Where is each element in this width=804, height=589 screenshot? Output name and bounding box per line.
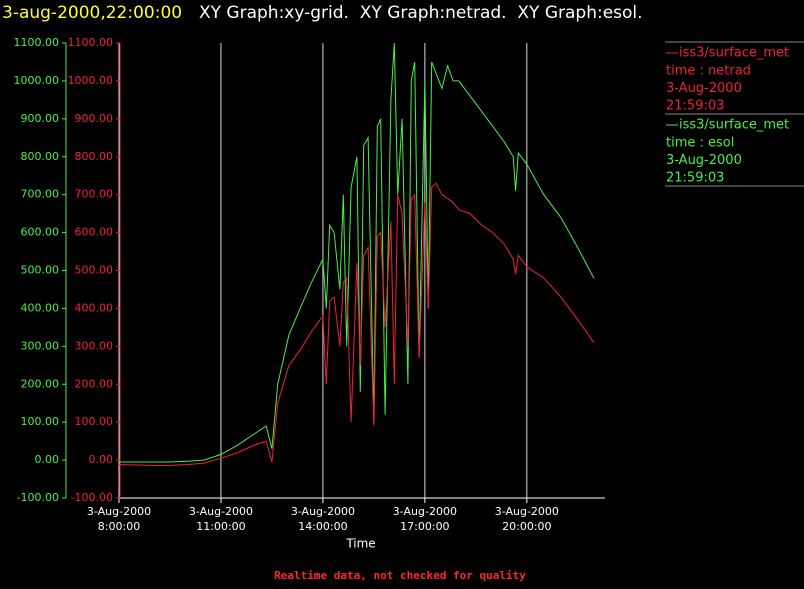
x-tick-label: 8:00:00	[98, 520, 140, 533]
y-tick-label: 200.00	[75, 377, 114, 390]
legend-line: time : netrad	[666, 64, 751, 79]
y-tick-label: 500.00	[75, 264, 114, 277]
y-tick-label: 1000.00	[68, 74, 114, 87]
x-tick-label: 3-Aug-2000	[495, 505, 559, 518]
y-tick-label: 200.00	[21, 377, 60, 390]
series-line	[119, 42, 595, 463]
y-tick-label: 1000.00	[14, 74, 60, 87]
y-tick-label: 900.00	[75, 112, 114, 125]
y-tick-label: 900.00	[21, 112, 60, 125]
legend-entry: iss3/surface_met	[679, 118, 789, 133]
y-tick-label: 0.00	[35, 453, 60, 466]
x-tick-label: 20:00:00	[502, 520, 551, 533]
legend-line: 21:59:03	[666, 99, 724, 114]
series-line	[118, 182, 595, 466]
legend-line: 3-Aug-2000	[666, 153, 742, 168]
y-tick-label: -100.00	[71, 491, 113, 504]
legend-line: time : esol	[666, 136, 734, 151]
y-tick-label: 400.00	[75, 301, 114, 314]
legend-line: 21:59:03	[666, 171, 724, 186]
x-axis-label: Time	[345, 537, 375, 551]
x-tick-label: 11:00:00	[196, 520, 245, 533]
y-tick-label: 800.00	[75, 150, 114, 163]
y-tick-label: 300.00	[75, 339, 114, 352]
x-tick-label: 3-Aug-2000	[87, 505, 151, 518]
y-tick-label: -100.00	[17, 491, 59, 504]
y-tick-label: 1100.00	[14, 36, 60, 49]
y-tick-label: 700.00	[75, 188, 114, 201]
y-tick-label: 700.00	[21, 188, 60, 201]
y-tick-label: 100.00	[75, 415, 114, 428]
y-tick-label: 0.00	[89, 453, 114, 466]
x-tick-label: 3-Aug-2000	[189, 505, 253, 518]
x-tick-label: 3-Aug-2000	[393, 505, 457, 518]
y-tick-label: 300.00	[21, 339, 60, 352]
y-tick-label: 1100.00	[68, 36, 114, 49]
y-tick-label: 600.00	[21, 226, 60, 239]
x-tick-label: 17:00:00	[400, 520, 449, 533]
x-tick-label: 14:00:00	[298, 520, 347, 533]
footer-note: Realtime data, not checked for quality	[274, 569, 526, 582]
timestamp: 3-aug-2000,22:00:00	[2, 3, 182, 23]
x-tick-label: 3-Aug-2000	[291, 505, 355, 518]
y-tick-label: 800.00	[21, 150, 60, 163]
y-tick-label: 400.00	[21, 301, 60, 314]
y-tick-label: 600.00	[75, 226, 114, 239]
legend-line: 3-Aug-2000	[666, 81, 742, 96]
chart-title: XY Graph:xy-grid. XY Graph:netrad. XY Gr…	[199, 3, 643, 23]
y-tick-label: 500.00	[21, 264, 60, 277]
legend-entry: iss3/surface_met	[679, 46, 789, 61]
y-tick-label: 100.00	[21, 415, 60, 428]
